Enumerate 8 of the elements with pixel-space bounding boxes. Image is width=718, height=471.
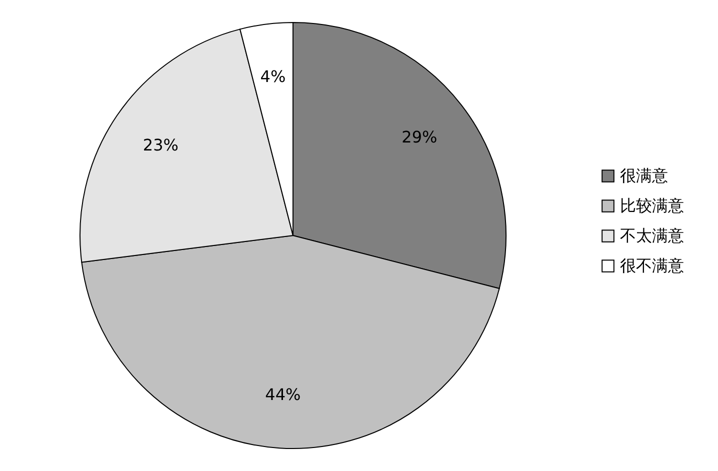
legend-label: 不太满意 (620, 226, 684, 245)
legend-label: 比较满意 (620, 196, 684, 215)
data-label: 23% (142, 136, 178, 155)
legend-label: 很满意 (620, 166, 668, 185)
legend-label: 很不满意 (620, 256, 684, 275)
data-label: 44% (265, 385, 301, 404)
data-label: 4% (260, 66, 286, 86)
data-label: 29% (402, 127, 438, 146)
